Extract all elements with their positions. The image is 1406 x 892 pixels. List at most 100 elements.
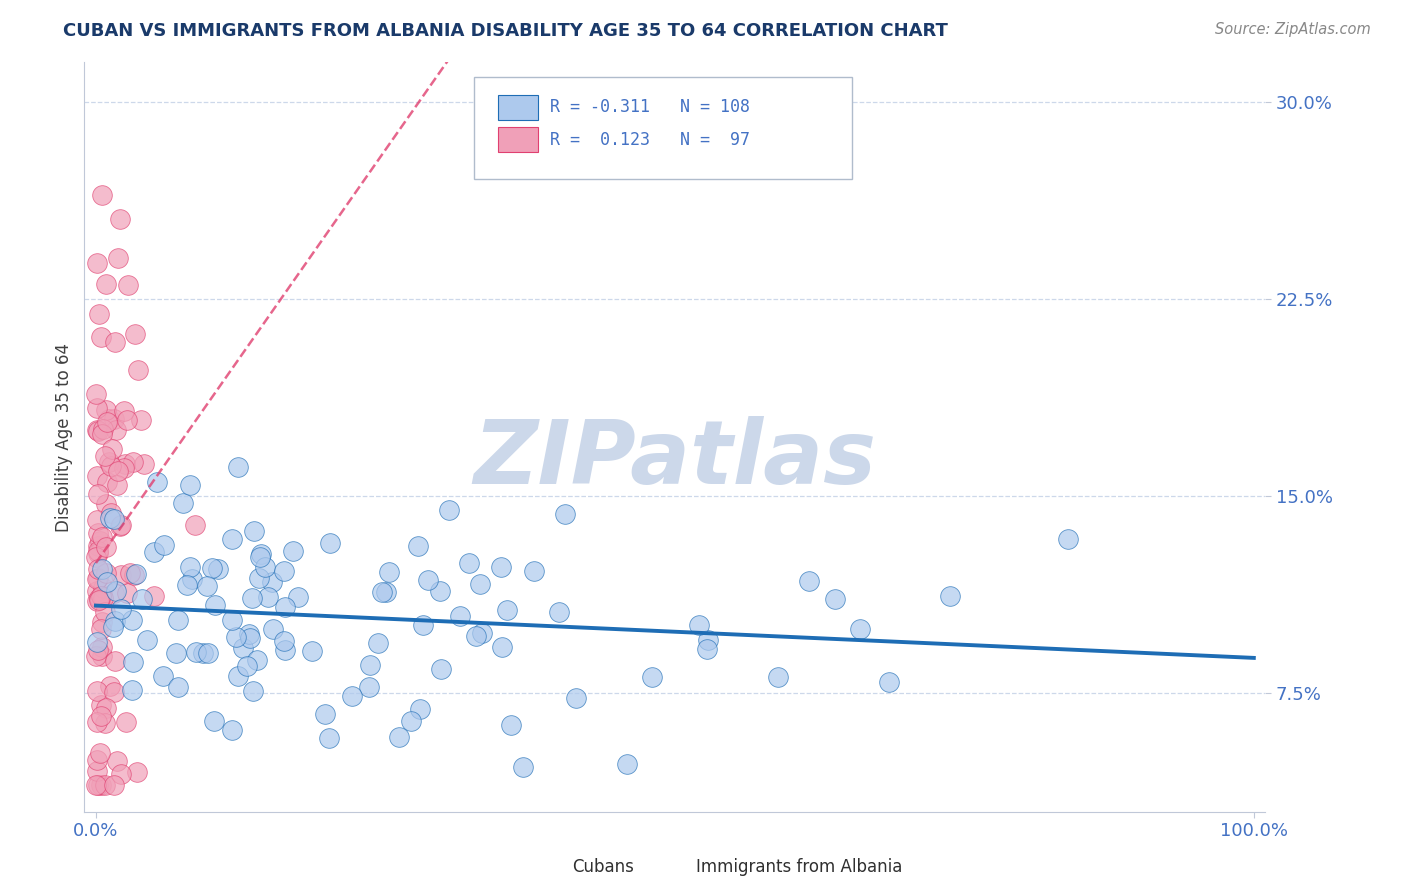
Point [697, 633, 720, 648]
Point [226, 460, 249, 475]
Point [94, 450, 117, 464]
Point [408, 702, 430, 716]
Point [439, 502, 461, 516]
Point [797, 574, 820, 588]
Point [287, 590, 309, 604]
Point [132, 457, 155, 471]
Point [499, 718, 522, 732]
Point [86, 643, 108, 657]
Point [616, 757, 638, 772]
Point [86, 572, 108, 586]
Point [122, 567, 145, 582]
Point [90, 709, 112, 723]
Point [412, 618, 434, 632]
FancyBboxPatch shape [498, 95, 538, 120]
Point [94, 605, 117, 619]
FancyBboxPatch shape [498, 127, 538, 153]
Point [221, 613, 243, 627]
Point [86, 649, 108, 664]
Point [86, 468, 108, 483]
Point [107, 464, 129, 478]
Point [766, 670, 789, 684]
Point [96, 574, 118, 589]
Point [877, 675, 900, 690]
Point [202, 714, 225, 728]
Point [90, 330, 112, 344]
Y-axis label: Disability Age 35 to 64: Disability Age 35 to 64 [55, 343, 73, 532]
Point [94, 715, 117, 730]
Point [359, 658, 381, 673]
Point [225, 631, 247, 645]
Point [153, 538, 176, 552]
Point [274, 643, 297, 657]
Point [430, 662, 453, 676]
Point [262, 574, 284, 589]
Point [115, 585, 138, 599]
Point [112, 460, 135, 475]
Point [238, 627, 260, 641]
Point [204, 599, 226, 613]
Point [96, 415, 118, 429]
Point [122, 455, 145, 469]
Point [94, 541, 117, 555]
Point [314, 706, 336, 721]
Point [274, 599, 297, 614]
FancyBboxPatch shape [474, 78, 852, 178]
Point [135, 633, 157, 648]
Point [110, 518, 132, 533]
Point [176, 578, 198, 592]
FancyBboxPatch shape [661, 857, 692, 877]
Point [512, 760, 534, 774]
Point [91, 427, 114, 442]
Point [121, 613, 143, 627]
Point [86, 543, 108, 558]
Point [91, 640, 114, 655]
Point [342, 689, 364, 703]
Point [184, 645, 207, 659]
Point [87, 561, 110, 575]
Point [318, 731, 340, 745]
Point [281, 544, 304, 558]
Point [399, 714, 422, 729]
Point [371, 585, 394, 599]
Point [165, 646, 187, 660]
Point [110, 212, 132, 227]
Point [181, 573, 204, 587]
Point [197, 646, 219, 660]
Point [143, 545, 166, 559]
Point [131, 591, 153, 606]
Point [254, 560, 277, 574]
Point [696, 642, 718, 657]
Point [1057, 532, 1080, 546]
Point [249, 549, 271, 564]
Point [470, 625, 492, 640]
Point [103, 586, 125, 600]
Point [87, 525, 110, 540]
Point [89, 746, 111, 760]
Point [114, 403, 136, 417]
Point [100, 442, 122, 457]
Point [87, 571, 110, 585]
Point [86, 715, 108, 730]
Point [491, 640, 513, 654]
Point [367, 636, 389, 650]
Point [96, 277, 118, 291]
Point [86, 513, 108, 527]
Point [179, 478, 201, 492]
Point [464, 629, 486, 643]
Point [96, 566, 118, 580]
Point [86, 753, 108, 767]
Point [548, 605, 571, 619]
Point [86, 584, 108, 599]
Point [86, 386, 108, 401]
Point [91, 591, 114, 605]
Point [110, 766, 132, 780]
Point [104, 423, 127, 437]
Point [86, 540, 108, 554]
Point [86, 594, 108, 608]
Point [103, 620, 125, 634]
Point [238, 631, 260, 645]
Point [523, 565, 546, 579]
Point [103, 411, 125, 425]
Point [495, 603, 517, 617]
